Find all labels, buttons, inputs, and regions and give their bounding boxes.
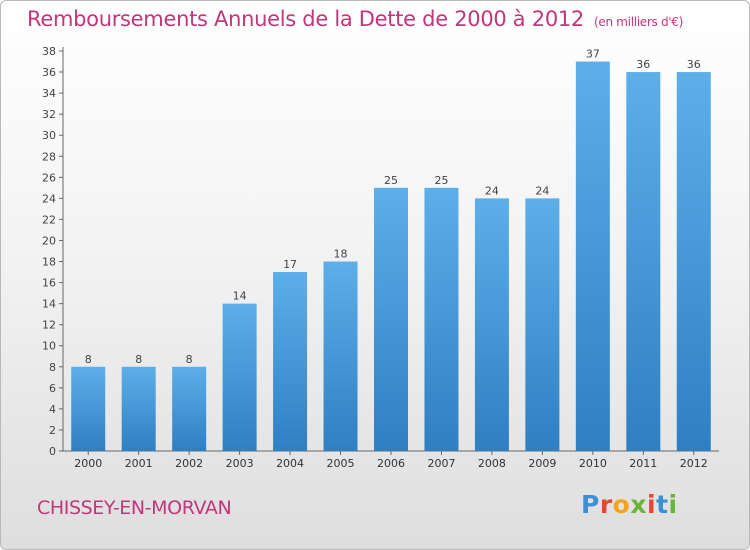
x-tick-label: 2008 — [478, 457, 506, 470]
x-tick-label: 2004 — [276, 457, 304, 470]
chart-unit-note: (en milliers d'€) — [594, 15, 684, 29]
data-label: 8 — [85, 353, 92, 366]
x-tick-label: 2006 — [377, 457, 405, 470]
y-tick-label: 0 — [49, 445, 56, 458]
y-tick-label: 14 — [42, 298, 56, 311]
data-label: 25 — [434, 174, 448, 187]
y-tick-label: 30 — [42, 129, 56, 142]
chart-title: Remboursements Annuels de la Dette de 20… — [27, 7, 683, 31]
y-tick-label: 36 — [42, 66, 56, 79]
y-tick-label: 4 — [49, 403, 56, 416]
logo-letter: x — [630, 490, 647, 519]
bar — [172, 366, 207, 451]
bar — [273, 272, 308, 451]
bar — [474, 198, 509, 451]
x-tick-label: 2005 — [327, 457, 355, 470]
y-tick-label: 28 — [42, 150, 56, 163]
y-tick-label: 12 — [42, 319, 56, 332]
proxiti-logo: Proxiti — [581, 490, 678, 519]
bar — [676, 72, 711, 451]
x-tick-label: 2012 — [680, 457, 708, 470]
bar — [71, 366, 106, 451]
bar — [575, 61, 610, 452]
bar — [424, 187, 459, 451]
x-tick-label: 2007 — [427, 457, 455, 470]
y-tick-label: 20 — [42, 234, 56, 247]
data-label: 36 — [687, 58, 701, 71]
x-tick-label: 2001 — [125, 457, 153, 470]
logo-letter: i — [668, 490, 678, 519]
bar — [374, 187, 408, 451]
x-tick-label: 2000 — [74, 457, 102, 470]
data-label: 18 — [334, 248, 348, 261]
chart-title-text: Remboursements Annuels de la Dette de 20… — [27, 7, 584, 31]
y-tick-label: 16 — [42, 277, 56, 290]
logo-letter: o — [612, 490, 631, 519]
y-tick-label: 8 — [49, 361, 56, 374]
logo-letter: t — [656, 490, 669, 519]
place-name: CHISSEY-EN-MORVAN — [37, 497, 232, 519]
y-tick-label: 2 — [49, 424, 56, 437]
y-tick-label: 6 — [49, 382, 56, 395]
x-tick-label: 2011 — [629, 457, 657, 470]
y-tick-label: 24 — [42, 192, 56, 205]
logo-letter: i — [647, 490, 657, 519]
x-tick-label: 2009 — [528, 457, 556, 470]
data-label: 17 — [283, 258, 297, 271]
x-tick-label: 2003 — [226, 457, 254, 470]
data-label: 37 — [586, 48, 600, 61]
y-tick-label: 18 — [42, 256, 56, 269]
x-axis: 2000 2001 2002 2003 2004 2005 2006 2007 2008 2009… — [63, 450, 719, 470]
bar — [626, 72, 661, 451]
y-tick-label: 26 — [42, 171, 56, 184]
bars — [71, 61, 711, 452]
y-tick-label: 38 — [42, 45, 56, 58]
data-label: 8 — [186, 353, 193, 366]
data-label: 25 — [384, 174, 398, 187]
data-label: 36 — [636, 58, 650, 71]
bar — [525, 198, 560, 451]
logo-letter: r — [599, 490, 613, 519]
value-labels: 8 8 8 14 17 18 25 25 24 24 37 36 36 — [85, 48, 701, 366]
bar — [323, 261, 358, 451]
data-label: 24 — [535, 184, 549, 197]
x-tick-label: 2002 — [175, 457, 203, 470]
y-tick-label: 34 — [42, 87, 56, 100]
x-tick-label: 2010 — [579, 457, 607, 470]
y-tick-label: 22 — [42, 213, 56, 226]
y-tick-label: 32 — [42, 108, 56, 121]
y-tick-label: 10 — [42, 340, 56, 353]
bar — [121, 366, 156, 451]
data-label: 14 — [233, 290, 247, 303]
logo-letter: P — [581, 490, 600, 519]
bar — [222, 303, 257, 451]
data-label: 24 — [485, 184, 499, 197]
data-label: 8 — [135, 353, 142, 366]
